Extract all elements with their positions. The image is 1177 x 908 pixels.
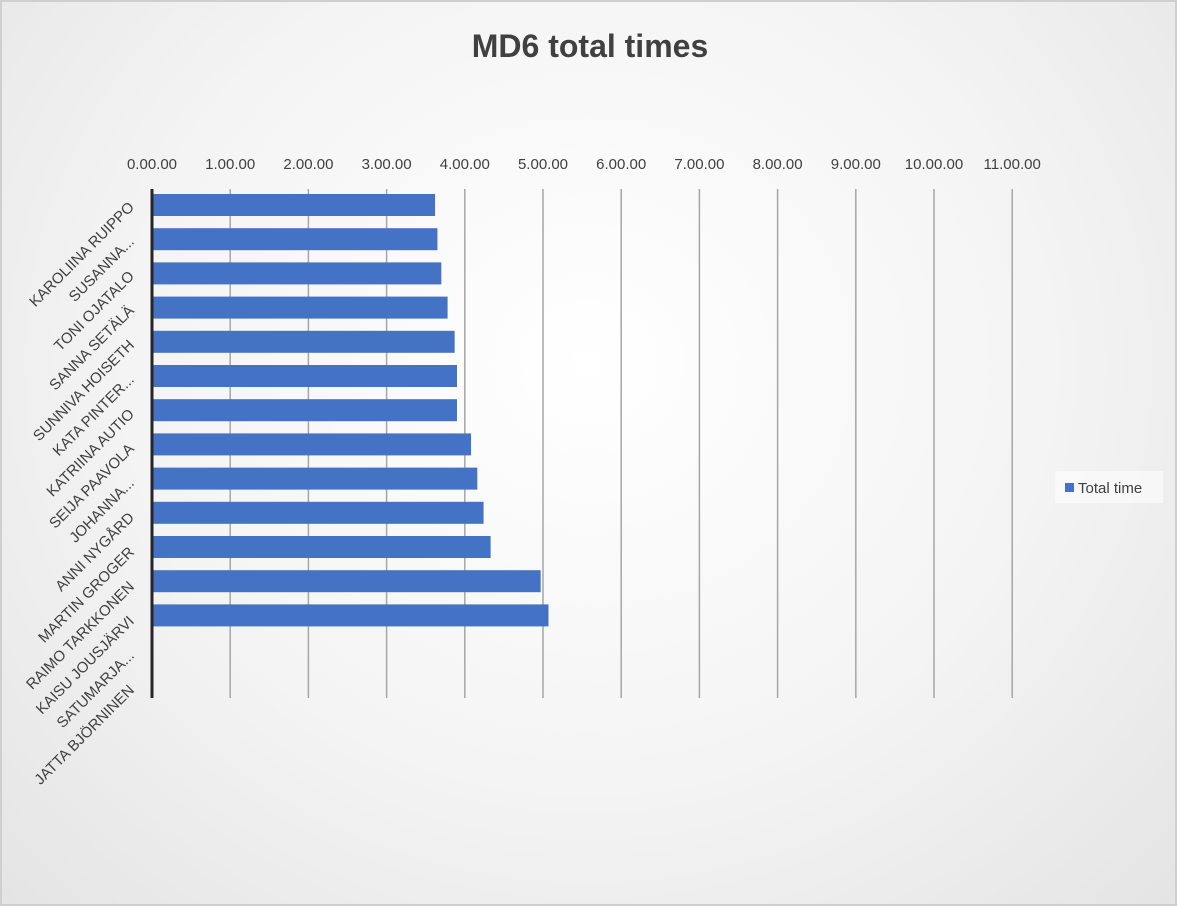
bar — [153, 501, 484, 524]
bar — [153, 296, 448, 319]
bar — [153, 365, 457, 387]
bars — [153, 194, 549, 627]
x-tick-label: 5.00.00 — [518, 156, 568, 173]
x-tick-label: 1.00.00 — [205, 156, 255, 173]
x-tick-label: 6.00.00 — [596, 156, 646, 173]
bar — [153, 228, 438, 251]
x-tick-label: 4.00.00 — [440, 156, 490, 173]
x-tick-label: 2.00.00 — [283, 156, 333, 173]
bar — [153, 399, 457, 422]
x-axis-tick-labels: 0.00.00 1.00.00 2.00.00 3.00.00 4.00.00 5.00.… — [127, 156, 1041, 173]
bar — [153, 604, 549, 627]
x-tick-label: 11.00.00 — [984, 156, 1041, 173]
legend-swatch — [1065, 483, 1074, 492]
x-tick-label: 9.00.00 — [831, 156, 881, 173]
x-tick-label: 8.00.00 — [753, 156, 803, 173]
bar — [153, 467, 478, 490]
x-tick-label: 10.00.00 — [905, 156, 963, 173]
chart-title: MD6 total times — [472, 28, 708, 64]
bar — [153, 570, 541, 593]
x-tick-label: 7.00.00 — [674, 156, 724, 173]
bar — [153, 330, 455, 353]
bar — [153, 433, 472, 456]
bar — [153, 194, 436, 216]
legend-label: Total time — [1078, 480, 1142, 497]
legend: Total time — [1055, 471, 1163, 503]
bar — [153, 536, 491, 558]
x-tick-label: 3.00.00 — [362, 156, 412, 173]
bar — [153, 262, 442, 285]
x-tick-label: 0.00.00 — [127, 156, 177, 173]
